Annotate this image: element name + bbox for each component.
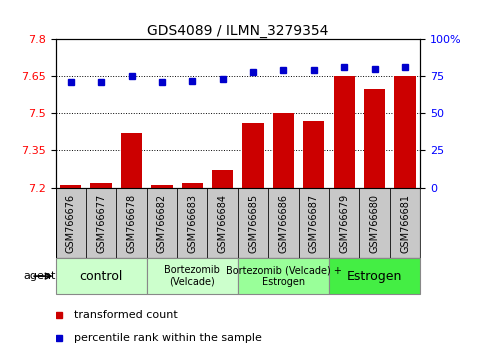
Bar bbox=[147, 258, 238, 294]
Bar bbox=[56, 188, 86, 258]
Bar bbox=[90, 183, 112, 188]
Text: Bortezomib
(Velcade): Bortezomib (Velcade) bbox=[164, 265, 220, 287]
Bar bbox=[238, 258, 329, 294]
Bar bbox=[303, 121, 325, 188]
Bar bbox=[147, 188, 177, 258]
Text: GSM766681: GSM766681 bbox=[400, 194, 410, 252]
Text: GSM766684: GSM766684 bbox=[218, 194, 227, 252]
Text: agent: agent bbox=[23, 271, 56, 281]
Text: GSM766687: GSM766687 bbox=[309, 193, 319, 253]
Bar bbox=[242, 123, 264, 188]
Bar bbox=[182, 183, 203, 188]
Text: GSM766676: GSM766676 bbox=[66, 193, 76, 253]
Text: Bortezomib (Velcade) +
Estrogen: Bortezomib (Velcade) + Estrogen bbox=[226, 265, 341, 287]
Title: GDS4089 / ILMN_3279354: GDS4089 / ILMN_3279354 bbox=[147, 24, 328, 38]
Bar bbox=[329, 258, 420, 294]
Bar bbox=[334, 76, 355, 188]
Bar bbox=[116, 188, 147, 258]
Bar bbox=[121, 133, 142, 188]
Bar bbox=[395, 76, 416, 188]
Text: GSM766677: GSM766677 bbox=[96, 193, 106, 253]
Text: GSM766679: GSM766679 bbox=[339, 193, 349, 253]
Bar bbox=[273, 113, 294, 188]
Bar bbox=[86, 188, 116, 258]
Text: transformed count: transformed count bbox=[74, 310, 178, 320]
Text: GSM766686: GSM766686 bbox=[279, 194, 288, 252]
Text: GSM766683: GSM766683 bbox=[187, 194, 197, 252]
Bar bbox=[364, 88, 385, 188]
Text: Estrogen: Estrogen bbox=[347, 270, 402, 282]
Bar bbox=[212, 170, 233, 188]
Bar bbox=[359, 188, 390, 258]
Bar bbox=[298, 188, 329, 258]
Text: percentile rank within the sample: percentile rank within the sample bbox=[74, 333, 262, 343]
Bar bbox=[390, 188, 420, 258]
Bar bbox=[329, 188, 359, 258]
Bar bbox=[151, 185, 172, 188]
Bar bbox=[177, 188, 208, 258]
Text: GSM766680: GSM766680 bbox=[369, 194, 380, 252]
Text: GSM766678: GSM766678 bbox=[127, 193, 137, 253]
Text: GSM766685: GSM766685 bbox=[248, 193, 258, 253]
Text: GSM766682: GSM766682 bbox=[157, 193, 167, 253]
Text: control: control bbox=[79, 270, 123, 282]
Bar bbox=[208, 188, 238, 258]
Bar bbox=[60, 185, 81, 188]
Bar bbox=[268, 188, 298, 258]
Bar bbox=[56, 258, 147, 294]
Bar bbox=[238, 188, 268, 258]
